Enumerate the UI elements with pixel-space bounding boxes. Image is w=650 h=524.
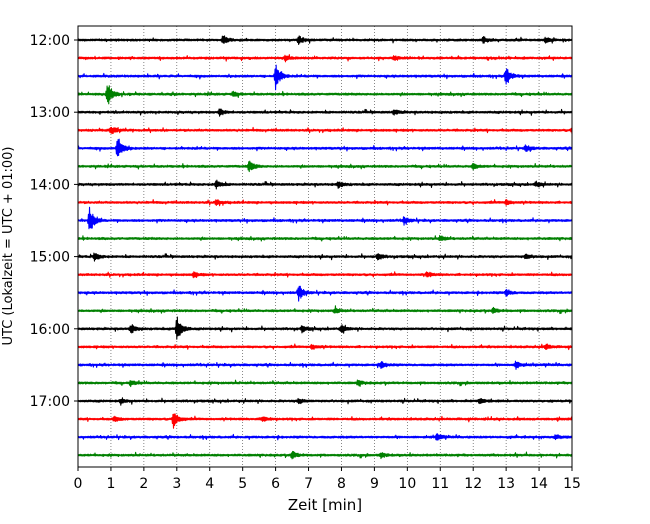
x-tick-label: 15: [563, 476, 581, 492]
x-tick-label: 5: [238, 476, 247, 492]
trace-1530: [77, 285, 573, 302]
y-tick-label: 16:00: [30, 322, 70, 338]
trace-1600: [77, 316, 573, 340]
trace-1215: [77, 54, 573, 63]
trace-1500: [77, 252, 573, 262]
trace-1430: [77, 206, 573, 230]
x-tick-label: 13: [497, 476, 515, 492]
x-tick-label: 6: [271, 476, 280, 492]
trace-1745: [77, 450, 573, 460]
trace-1345: [77, 160, 573, 173]
trace-1645: [77, 379, 573, 388]
x-axis-label: Zeit [min]: [288, 496, 362, 514]
trace-1330: [77, 138, 573, 157]
x-tick-label: 12: [464, 476, 482, 492]
trace-1615: [77, 343, 573, 351]
trace-1230: [77, 64, 573, 91]
x-tick-label: 2: [139, 476, 148, 492]
trace-1700: [77, 397, 573, 406]
trace-1445: [77, 234, 573, 242]
x-tick-label: 9: [370, 476, 379, 492]
trace-1715: [77, 413, 573, 429]
y-tick-label: 13:00: [30, 105, 70, 121]
trace-1545: [77, 305, 573, 315]
x-tick-label: 7: [304, 476, 313, 492]
trace-1245: [77, 85, 573, 105]
y-axis-label: UTC (Lokalzeit = UTC + 01:00): [1, 147, 16, 346]
x-tick-label: 14: [530, 476, 548, 492]
trace-1630: [77, 360, 573, 370]
trace-1400: [77, 179, 573, 190]
y-axis-ticks: 12:00 13:00 14:00 15:00 16:00 17:00: [30, 33, 78, 410]
y-tick-label: 12:00: [30, 33, 70, 49]
y-tick-label: 14:00: [30, 177, 70, 193]
x-tick-label: 4: [205, 476, 214, 492]
trace-1300: [77, 108, 573, 117]
x-tick-label: 3: [172, 476, 181, 492]
trace-1200: [77, 35, 573, 45]
x-tick-label: 10: [398, 476, 416, 492]
x-tick-label: 0: [74, 476, 83, 492]
trace-1730: [77, 433, 573, 441]
trace-1315: [77, 126, 573, 135]
x-tick-label: 1: [106, 476, 115, 492]
x-axis-ticks: 0 1 2 3 4 5 6 7 8 9 10 11 12 13 14 15: [74, 467, 581, 492]
y-tick-label: 17:00: [30, 394, 70, 410]
x-tick-label: 8: [337, 476, 346, 492]
x-tick-label: 11: [431, 476, 449, 492]
plot-frame: [77, 25, 573, 468]
trace-1415: [77, 199, 573, 207]
y-tick-label: 15:00: [30, 250, 70, 266]
trace-1515: [77, 271, 573, 279]
seismic-traces: [77, 35, 573, 460]
